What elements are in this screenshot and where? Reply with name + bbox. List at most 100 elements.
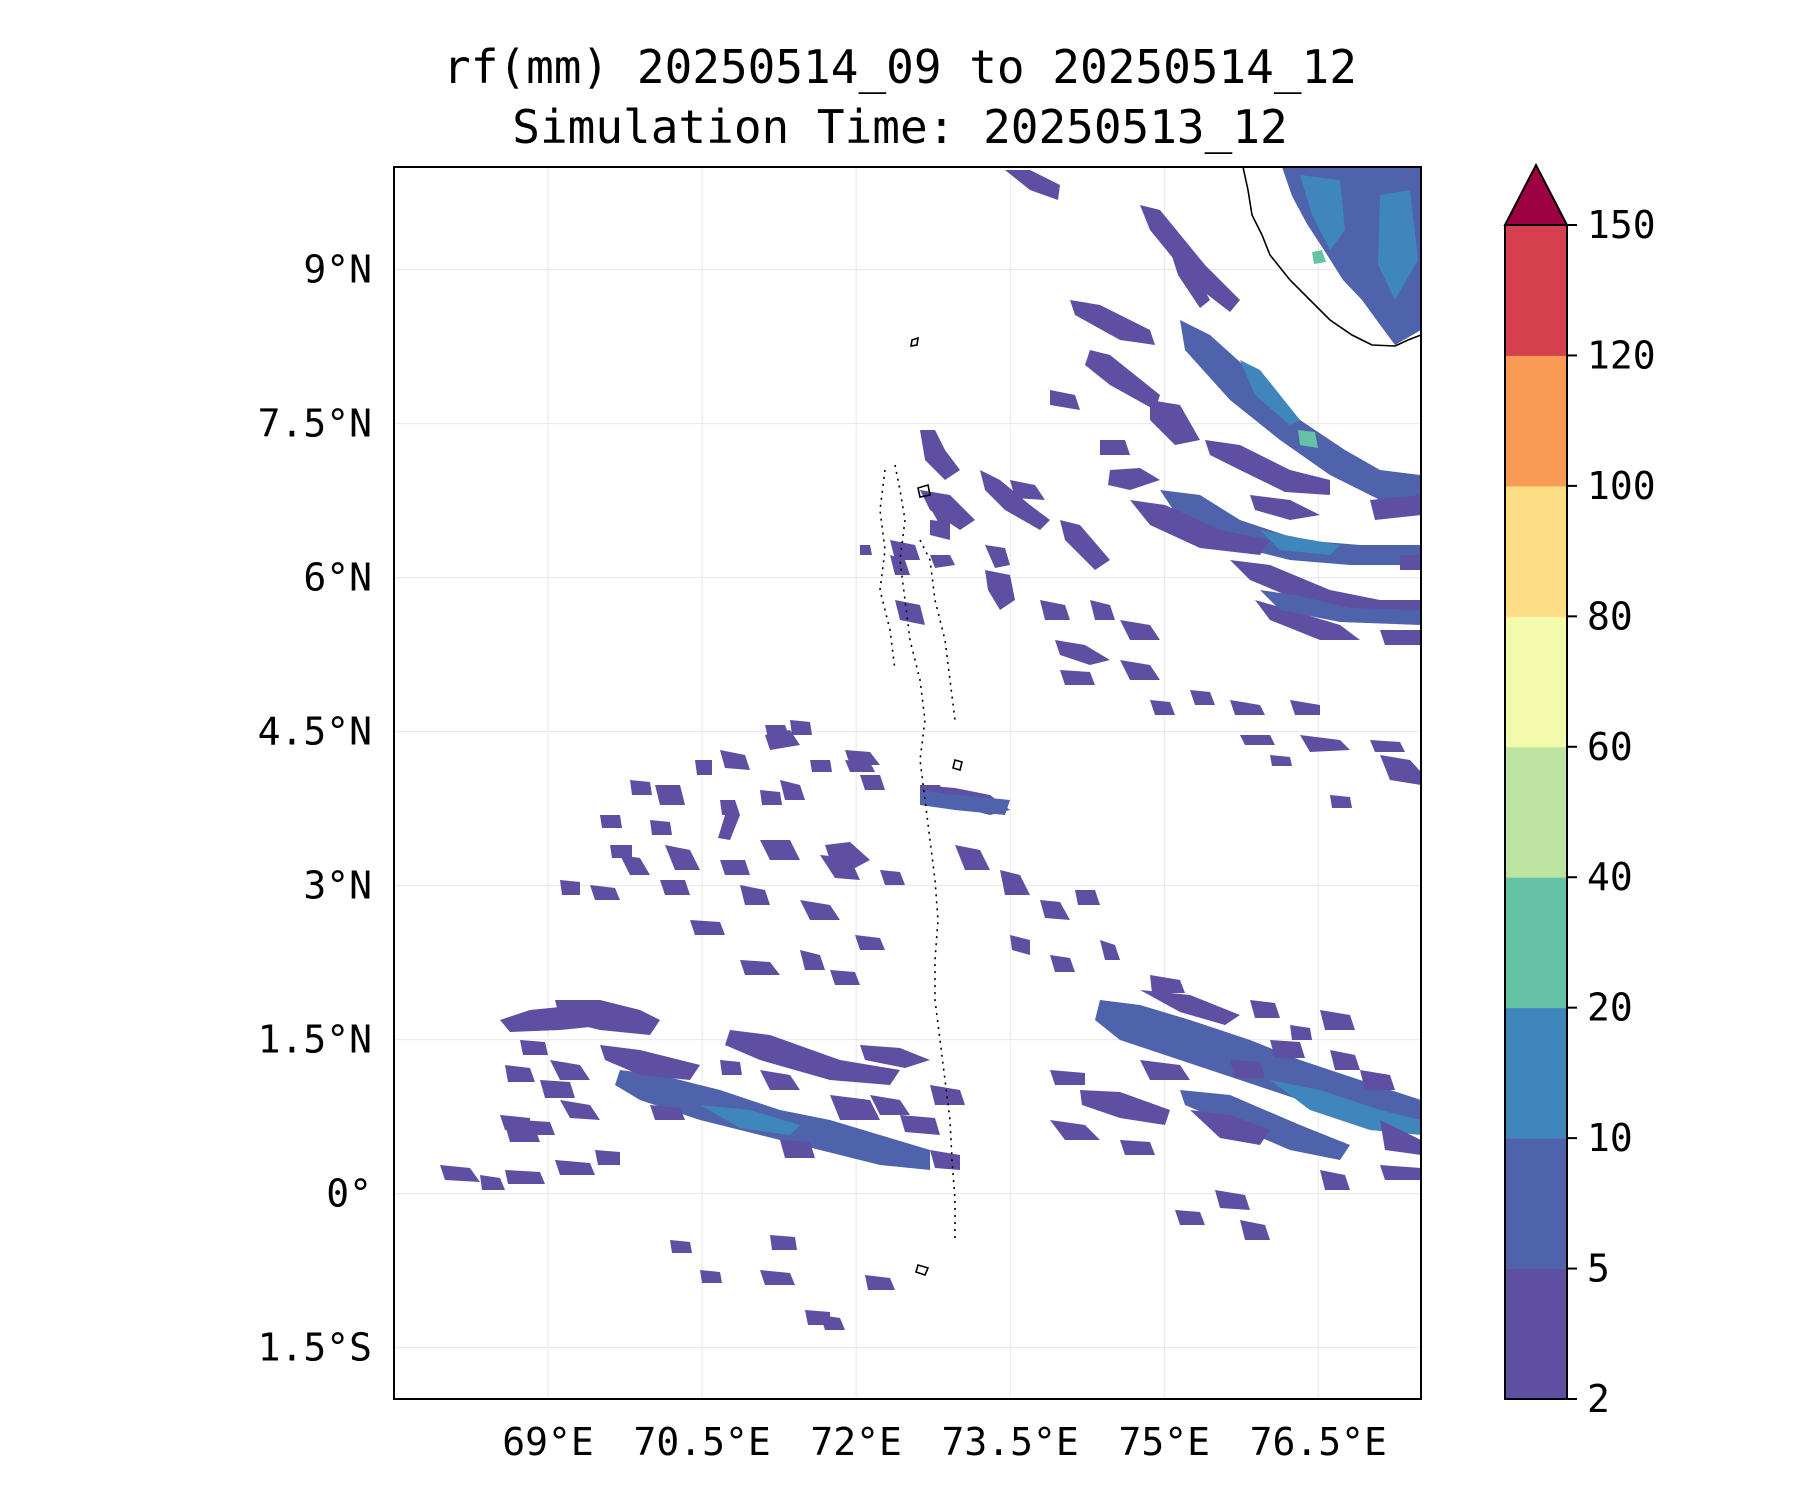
rain-cell [1360,1070,1395,1090]
maldives-atolls [952,759,963,771]
coastlines [879,167,1421,1276]
rain-cell [1170,250,1210,308]
rain-cell [1320,1170,1350,1190]
colorbar-tick-label: 60 [1587,725,1633,769]
rain-cell [930,1085,965,1105]
rain-cell [1150,400,1200,445]
rain-cell [760,1070,800,1090]
rain-cell [1140,990,1240,1025]
colorbar-segment [1505,1268,1567,1400]
rain-cell [770,1235,797,1250]
rain-cell [620,855,650,875]
rain-cell [520,1120,555,1135]
colorbar-segment [1505,877,1567,1009]
rain-cell [1240,735,1275,745]
colorbar-segment [1505,746,1567,878]
rain-cell [1240,360,1300,425]
colorbar-frame [1504,224,1568,1400]
colorbar-tick-label: 80 [1587,594,1633,638]
rain-cell [765,725,790,738]
rain-cell [1055,640,1110,665]
rain-cell [860,1045,930,1068]
rain-cell [1100,440,1130,455]
rain-cell [1140,205,1240,312]
rain-cell [695,760,712,775]
rain-cell [1320,1010,1355,1030]
rain-cell [1270,1040,1305,1058]
rain-cell [1108,468,1160,490]
colorbar-tick-label: 5 [1587,1247,1610,1291]
rain-cell [860,545,872,555]
rain-cell [560,1100,600,1120]
rain-cell [855,935,885,950]
rain-cell [1370,495,1421,520]
rain-cell [1270,755,1292,766]
plot-title-line-1: rf(mm) 20250514_09 to 20250514_12 [443,40,1357,94]
rainfall-field [440,167,1421,1330]
rain-cell [740,960,780,975]
rain-cell [1298,430,1318,448]
rain-cell [590,885,620,900]
rain-cell [865,1275,895,1290]
rain-cell [555,1000,660,1035]
rain-cell [920,490,955,525]
rain-cell [1290,1025,1312,1040]
colorbar-segment [1505,485,1567,617]
rain-cell [1120,620,1160,640]
colorbar-tick-label: 2 [1587,1377,1610,1421]
rain-cell [1380,1120,1421,1155]
lat-tick-label: 6°N [303,556,372,600]
rain-cell [595,1150,620,1165]
rain-cell [1180,1090,1350,1160]
rain-cell [1250,1000,1280,1018]
rain-cell [1075,890,1100,905]
rain-cell [1300,735,1350,752]
rain-cell [1190,1110,1270,1145]
rain-cell [1380,755,1421,785]
rain-cell [880,870,905,885]
colorbar-tick-label: 40 [1587,855,1633,899]
lon-tick-label: 76.5°E [1250,1420,1387,1464]
rain-cell [1380,1165,1421,1180]
rain-cell [1330,1050,1360,1070]
rain-cell [1000,870,1030,895]
rain-cell [600,1045,700,1080]
latitude-tick-labels: 1.5°S 0° 1.5°N 3°N 4.5°N 6°N 7.5°N 9°N [258,248,372,1370]
rain-cell [1050,955,1075,972]
rain-cell [670,1240,692,1253]
rain-cell [1070,300,1155,345]
rain-cell [720,1060,742,1075]
plot-title-line-2: Simulation Time: 20250513_12 [512,100,1288,154]
lat-tick-label: 0° [326,1172,372,1216]
rain-cell [720,750,750,770]
rain-cell [890,540,920,560]
maldives-atolls [894,464,956,1240]
rain-cell [870,1095,910,1115]
rain-cell [660,880,690,895]
rain-cell [890,555,910,575]
rain-cell [1140,1060,1190,1080]
rain-cell [845,760,875,772]
lon-tick-label: 72°E [810,1420,902,1464]
rain-cell [700,1105,800,1135]
rain-cell [810,760,832,772]
rain-cell [830,970,860,985]
rain-cell [860,775,885,790]
rain-cell [1050,1070,1085,1085]
rain-cell [550,1060,590,1080]
rain-cell [930,520,950,540]
lon-tick-label: 69°E [502,1420,594,1464]
rain-cell [920,430,960,480]
rain-cell [1120,1140,1155,1155]
rain-cell [440,1165,480,1182]
rain-cell [655,785,685,805]
lat-tick-label: 1.5°N [258,1018,372,1062]
rain-cell [895,600,925,625]
rain-cell [1230,560,1421,620]
colorbar-tick-label: 20 [1587,986,1633,1030]
rain-cell [930,555,955,568]
colorbar-segment [1505,616,1567,748]
colorbar-segment [1505,1138,1567,1270]
rain-cell [780,780,805,800]
